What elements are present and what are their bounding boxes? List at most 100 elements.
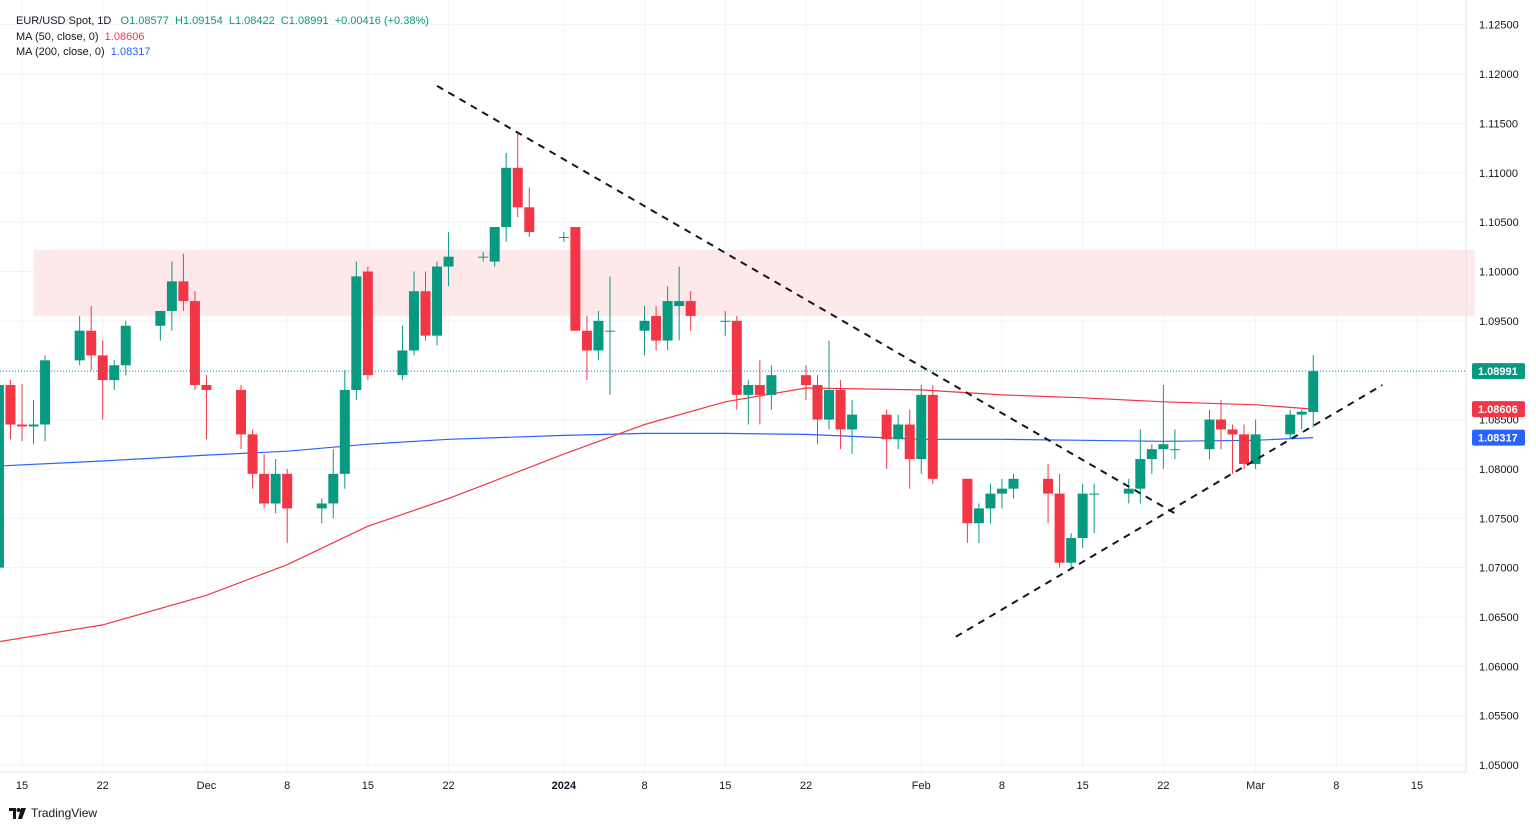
price-axis-label: 1.11000 <box>1479 168 1518 180</box>
close-value: C1.08991 <box>280 15 329 27</box>
price-axis-label: 1.05500 <box>1479 711 1519 723</box>
candle-body <box>1089 493 1100 495</box>
candle-body <box>824 389 835 420</box>
symbol-label: EUR/USD Spot, 1D <box>16 15 112 27</box>
time-axis-label: 15 <box>1077 780 1089 792</box>
candle-body <box>501 167 512 228</box>
time-axis-label: 22 <box>1157 780 1169 792</box>
candle-body <box>1204 419 1215 450</box>
candle-body <box>1239 434 1250 464</box>
time-axis-label: 8 <box>641 780 647 792</box>
time-axis-label: 8 <box>1333 780 1339 792</box>
tradingview-logo-icon <box>9 807 26 819</box>
time-axis-label: Dec <box>197 780 217 792</box>
time-axis-label: 8 <box>999 780 1005 792</box>
time-axis-label: 15 <box>1411 780 1423 792</box>
time-axis-label: 15 <box>719 780 731 792</box>
candle-body <box>651 315 662 341</box>
ma200-label: MA (200, close, 0) <box>16 46 105 58</box>
time-axis-label: 8 <box>284 780 290 792</box>
candle-body <box>570 227 581 331</box>
candle-body <box>86 330 97 356</box>
candle-body <box>731 320 742 395</box>
candle-body <box>812 385 823 420</box>
chart-legend: EUR/USD Spot, 1D O1.08577 H1.09154 L1.08… <box>16 14 429 61</box>
candle-body <box>166 281 177 311</box>
legend-ma200-row: MA (200, close, 0) 1.08317 <box>16 45 429 61</box>
price-axis-label: 1.08000 <box>1479 464 1519 476</box>
resistance-zone <box>33 249 1475 316</box>
candle-body <box>339 389 350 474</box>
candle-body <box>270 473 281 504</box>
candle-body <box>1285 414 1296 435</box>
price-axis-label: 1.07000 <box>1479 563 1519 575</box>
candle-body <box>201 385 212 390</box>
price-axis-label: 1.12500 <box>1479 20 1519 32</box>
candle-body <box>674 301 685 307</box>
candle-body <box>5 385 16 425</box>
candle-body <box>662 301 673 341</box>
price-tag-label: 1.08317 <box>1478 433 1518 445</box>
candle-body <box>432 266 443 336</box>
time-axis-label: 15 <box>16 780 28 792</box>
candle-body <box>408 291 419 351</box>
tradingview-brand[interactable]: TradingView <box>9 806 97 820</box>
candle-body <box>316 503 327 509</box>
candle-body <box>109 365 120 381</box>
candle-body <box>1008 478 1019 489</box>
candle-body <box>524 207 535 232</box>
candle-body <box>1077 493 1088 539</box>
legend-ma50-row: MA (50, close, 0) 1.08606 <box>16 30 429 46</box>
candle-body <box>916 394 927 460</box>
time-axis-label: Mar <box>1246 780 1265 792</box>
candle-body <box>97 355 108 381</box>
candle-body <box>443 256 454 267</box>
candle-body <box>927 394 938 479</box>
candle-body <box>489 227 500 262</box>
candle-body <box>720 320 731 322</box>
candle-body <box>800 375 811 386</box>
candle-body <box>1066 538 1077 563</box>
candle-body <box>478 256 489 258</box>
price-axis-label: 1.06500 <box>1479 612 1519 624</box>
price-tag <box>1472 429 1525 446</box>
candle-body <box>1043 478 1054 494</box>
candle-body <box>1054 493 1065 563</box>
candle-body <box>593 320 604 351</box>
candle-body <box>155 310 166 326</box>
ma50-line <box>0 387 1314 643</box>
time-axis-label: 22 <box>442 780 454 792</box>
price-axis-label: 1.09500 <box>1479 316 1519 328</box>
candle-body <box>1158 444 1169 450</box>
candle-body <box>743 385 754 395</box>
candle-body <box>259 473 270 504</box>
candle-body <box>120 325 131 366</box>
open-value: O1.08577 <box>120 15 169 27</box>
candle-body <box>1250 434 1261 464</box>
time-axis-label: 22 <box>800 780 812 792</box>
candle-body <box>1146 449 1157 460</box>
candle-body <box>962 478 973 524</box>
low-value: L1.08422 <box>228 15 275 27</box>
candle-body <box>362 271 373 376</box>
price-axis-label: 1.05000 <box>1479 760 1519 772</box>
candle-body <box>282 473 293 509</box>
candle-body <box>881 414 892 440</box>
candle-body <box>328 473 339 504</box>
candle-body <box>236 389 247 435</box>
candle-body <box>754 385 765 395</box>
candle-body <box>28 424 39 427</box>
candle-body <box>558 236 569 238</box>
candle-body <box>0 385 4 568</box>
candle-body <box>420 291 431 336</box>
ma50-label: MA (50, close, 0) <box>16 30 99 43</box>
time-axis-label: 15 <box>362 780 374 792</box>
candle-body <box>996 488 1007 494</box>
price-tag-label: 1.08991 <box>1478 366 1518 378</box>
candle-body <box>1216 419 1227 430</box>
candle-body <box>985 493 996 509</box>
candle-body <box>685 301 696 316</box>
candle-body <box>40 360 51 425</box>
candle-body <box>1296 411 1307 415</box>
